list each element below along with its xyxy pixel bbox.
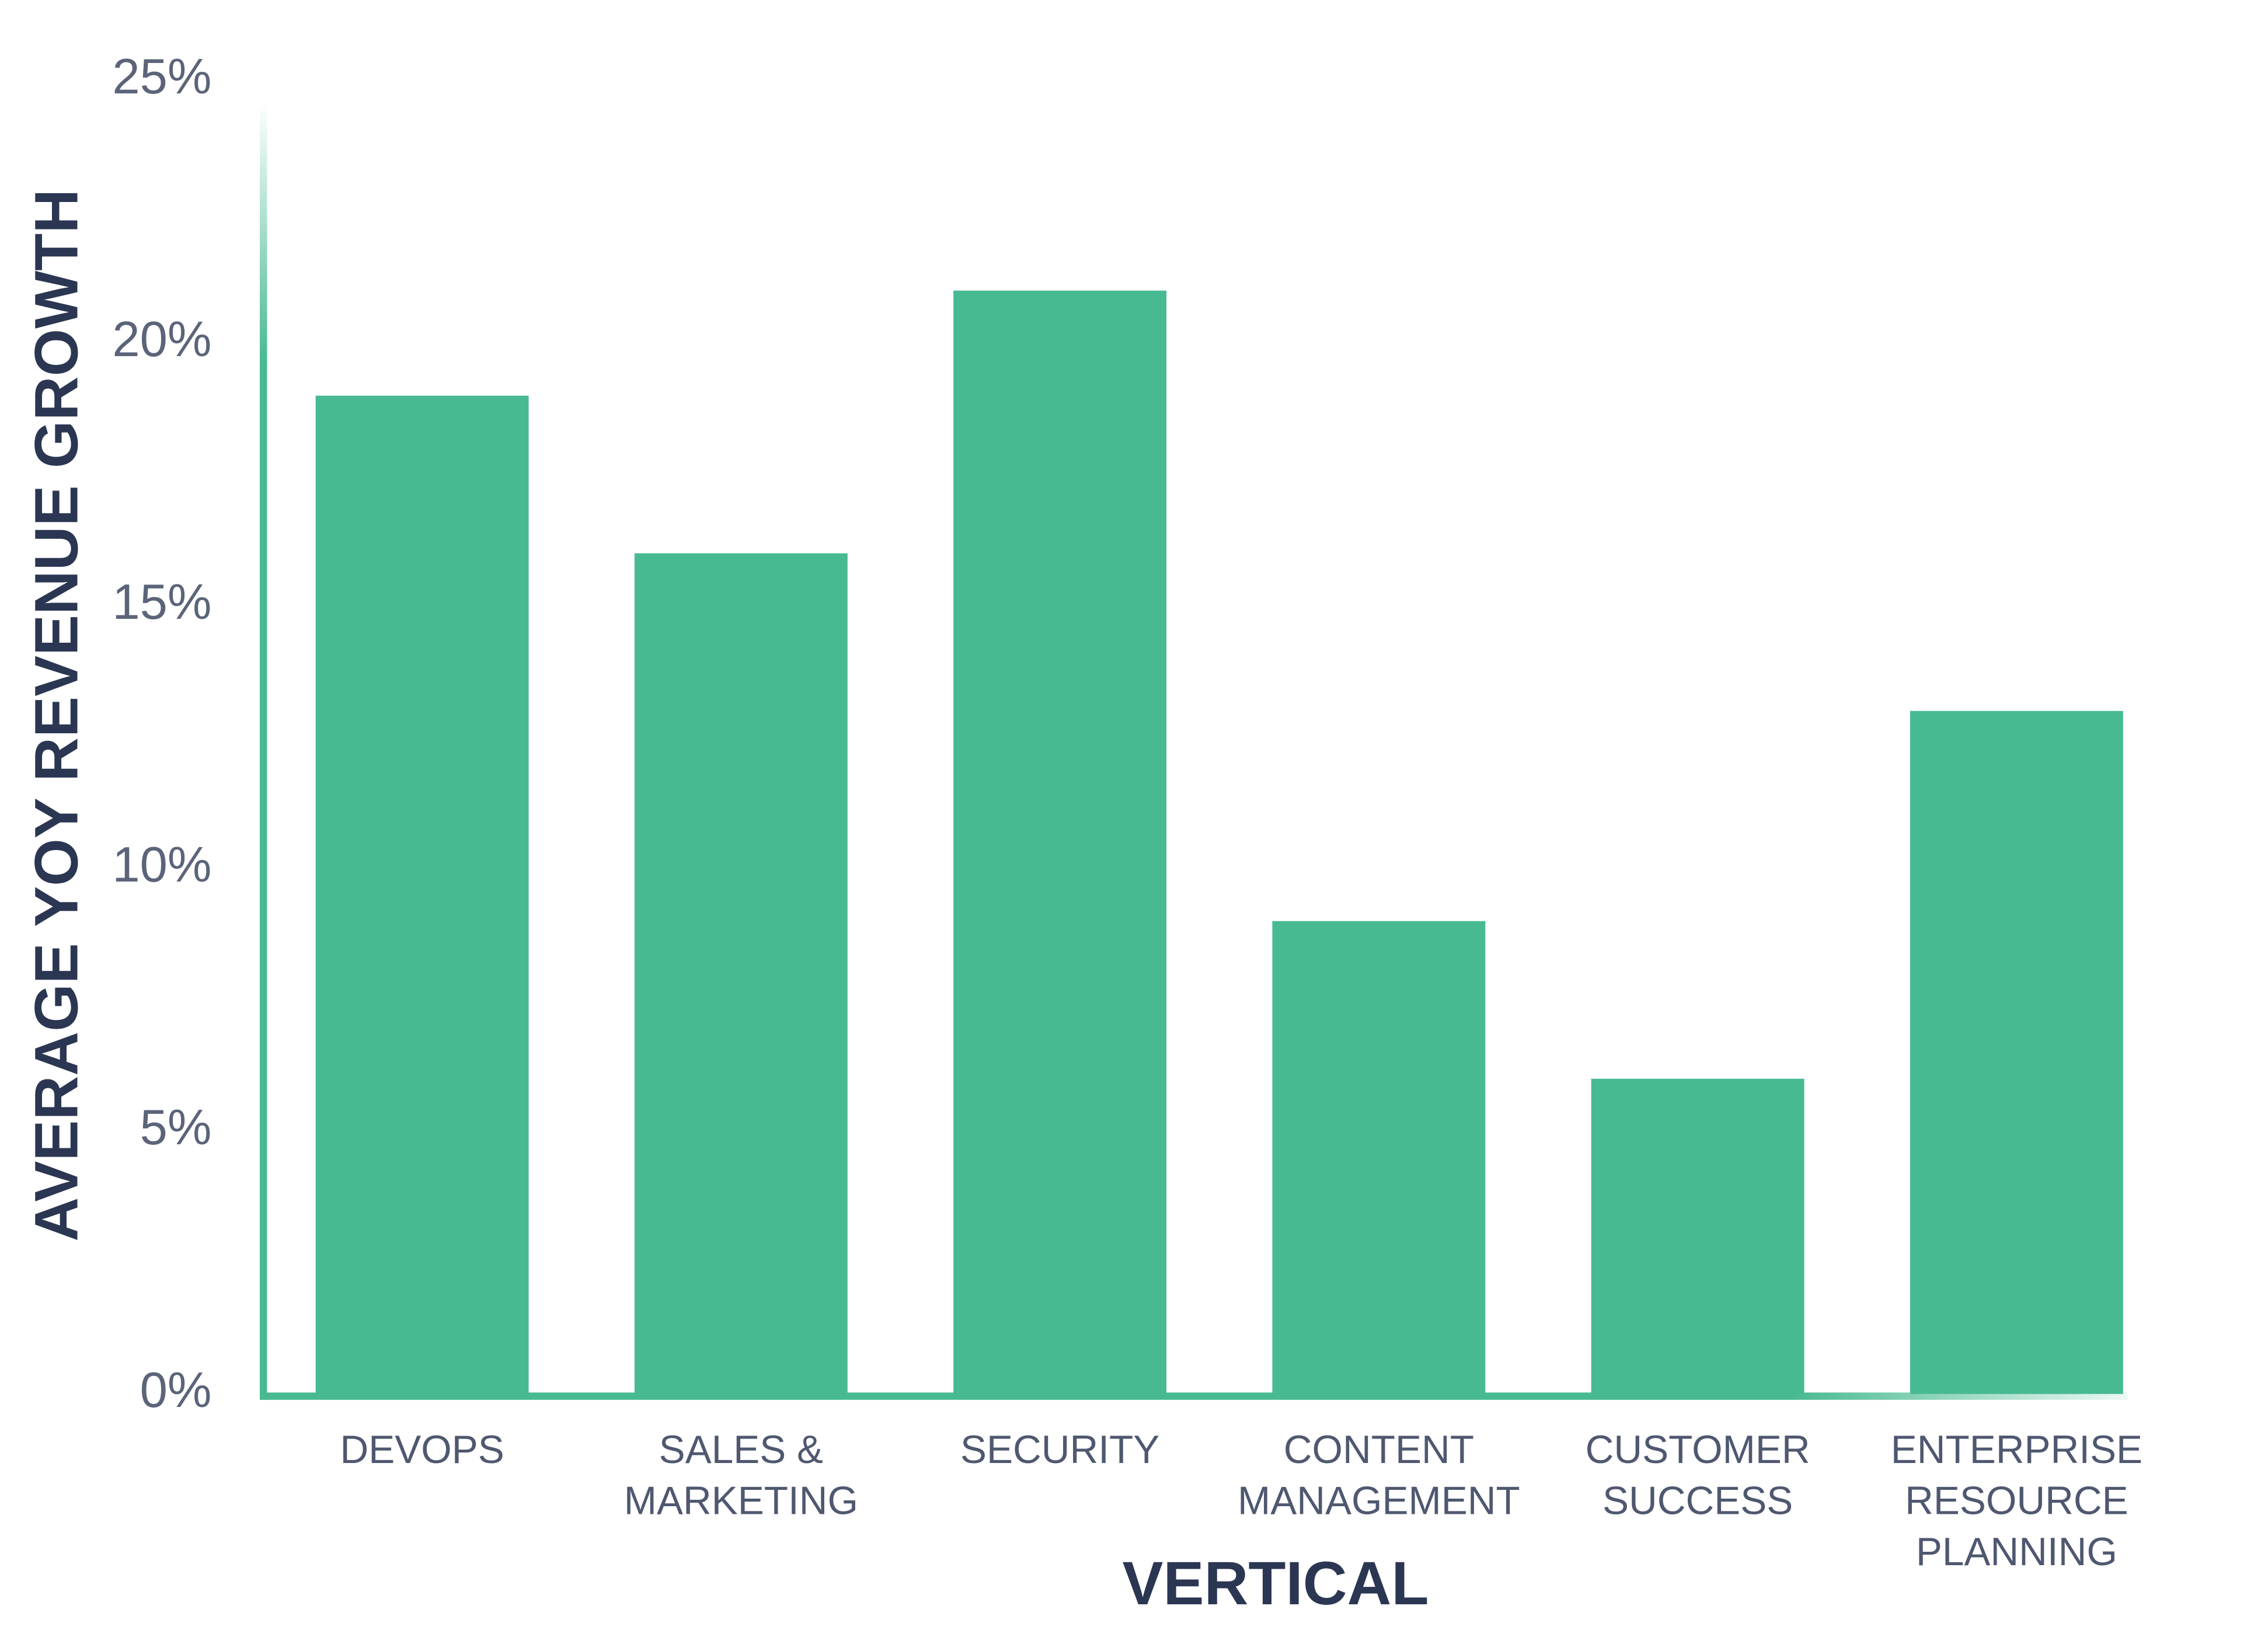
x-axis-line <box>260 1392 2128 1400</box>
y-tick-label: 0% <box>140 1363 212 1418</box>
y-tick-label: 10% <box>112 837 211 893</box>
bar <box>1272 921 1486 1394</box>
y-axis-line <box>260 102 267 1400</box>
x-tick-label: DEVOPS <box>340 1428 504 1472</box>
y-tick-label: 15% <box>112 574 211 630</box>
x-tick-label: SALES & MARKETING <box>624 1428 858 1523</box>
bar <box>1591 1078 1804 1394</box>
bar <box>315 395 529 1394</box>
y-tick-label: 20% <box>112 312 211 367</box>
x-tick-label: CUSTOMER SUCCESS <box>1586 1428 1810 1523</box>
y-tick-label: 25% <box>112 49 211 105</box>
x-tick-label: CONTENT MANAGEMENT <box>1238 1428 1520 1523</box>
x-axis-title: VERTICAL <box>1123 1549 1429 1618</box>
x-tick-label: SECURITY <box>960 1428 1159 1472</box>
bar <box>1910 710 2123 1394</box>
x-tick-label: ENTERPRISE RESOURCE PLANNING <box>1891 1428 2142 1574</box>
bar <box>953 290 1167 1394</box>
y-axis-title: AVERAGE YOY REVENUE GROWTH <box>23 189 91 1242</box>
bar <box>634 553 848 1394</box>
y-tick-label: 5% <box>140 1100 212 1155</box>
